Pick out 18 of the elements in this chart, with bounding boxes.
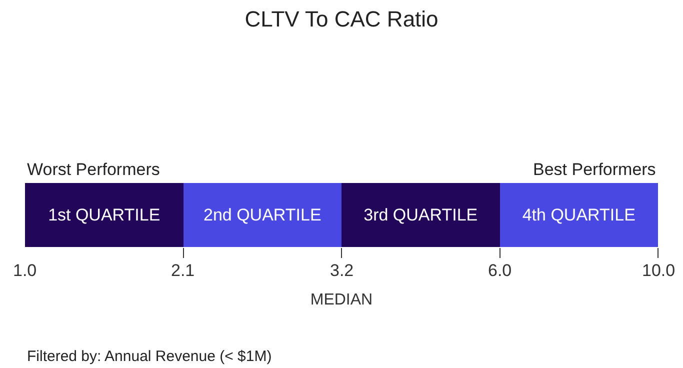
series-label: 3rd QUARTILE [364, 206, 478, 224]
bar [183, 183, 342, 247]
annotation: 6.0 [488, 261, 512, 280]
text: Best Performers [533, 160, 656, 179]
annotation: 2.1 [171, 261, 195, 280]
series-label: 2nd QUARTILE [203, 206, 322, 224]
text: Filtered by: Annual Revenue (< $1M) [27, 348, 272, 365]
bar [25, 183, 184, 247]
series-label: 1st QUARTILE [48, 206, 160, 224]
x-axis-title: MEDIAN [310, 292, 373, 309]
annotation: 3.2 [330, 261, 354, 280]
bar [500, 183, 658, 247]
text: Worst Performers [27, 160, 160, 179]
text: 1.0 [13, 261, 37, 280]
bar [342, 183, 500, 247]
series-label: 4th QUARTILE [522, 206, 636, 224]
chart-title: CLTV To CAC Ratio [244, 6, 438, 32]
annotation: 10.0 [642, 261, 676, 280]
